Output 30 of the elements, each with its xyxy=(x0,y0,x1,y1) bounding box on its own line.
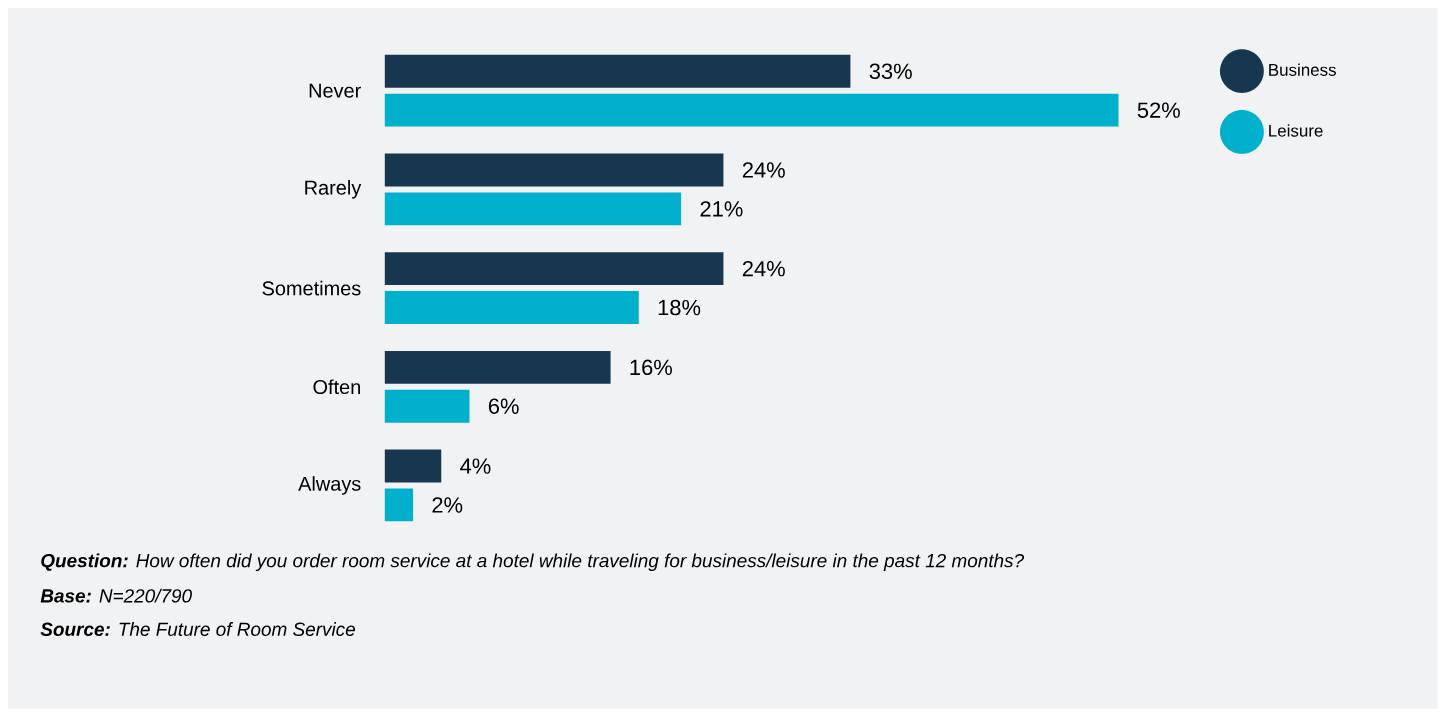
text: Business xyxy=(1269,63,1336,77)
text: Question: How often did you order room service at a hotel while traveling for business/leisure in the past 12 months? xyxy=(41,553,1025,572)
bar xyxy=(384,449,442,483)
bar xyxy=(384,351,611,384)
bar xyxy=(384,192,682,226)
data-label: 16% xyxy=(630,359,672,376)
text: Base: N=220/790 xyxy=(40,588,192,603)
bar xyxy=(384,488,414,522)
bar xyxy=(384,389,470,423)
y-tick-label: Rarely xyxy=(305,180,362,199)
y-tick-label: Always xyxy=(298,476,361,495)
text: Source: The Future of Room Service xyxy=(40,622,356,637)
y-tick-label: Often xyxy=(313,379,360,395)
data-label: 6% xyxy=(488,398,519,415)
text: Leisure xyxy=(1269,124,1323,137)
bar xyxy=(384,93,1119,127)
data-label: 52% xyxy=(1137,102,1180,119)
data-label: 24% xyxy=(742,162,785,178)
bar xyxy=(384,252,724,286)
data-label: 24% xyxy=(742,261,785,277)
data-label: 33% xyxy=(869,63,912,80)
y-tick-label: Sometimes xyxy=(262,280,361,296)
bar xyxy=(384,291,639,325)
y-tick-label: Never xyxy=(309,83,361,98)
data-label: 4% xyxy=(460,458,491,474)
data-label: 18% xyxy=(658,299,701,316)
bar xyxy=(384,153,724,187)
data-label: 2% xyxy=(432,497,463,513)
data-label: 21% xyxy=(700,201,743,217)
bar xyxy=(384,54,851,88)
